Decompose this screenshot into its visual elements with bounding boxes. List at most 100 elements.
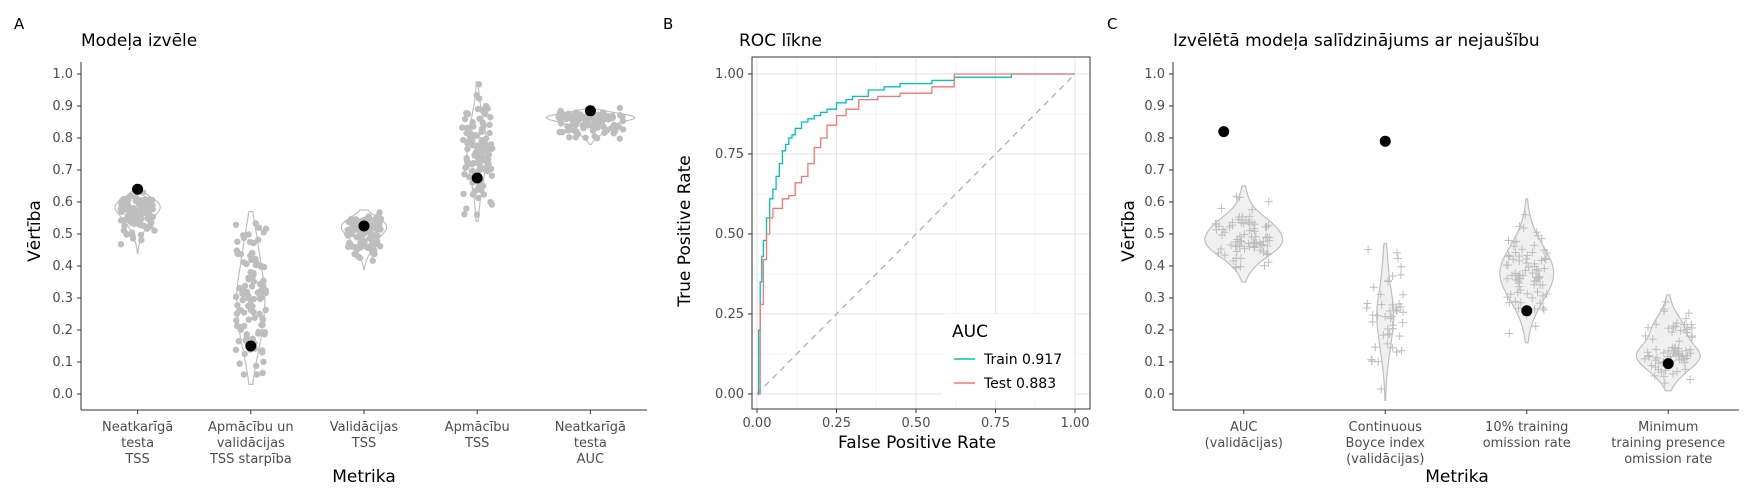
- data-point: [256, 310, 263, 318]
- data-point: [1532, 265, 1541, 274]
- data-point: [1531, 322, 1540, 331]
- y-tick-label: 0.9: [52, 99, 73, 114]
- data-point: [476, 150, 483, 158]
- y-tick-label: 0.4: [1144, 259, 1165, 274]
- y-tick-label: 0.6: [1144, 195, 1165, 210]
- data-point: [252, 261, 260, 269]
- data-point: [1522, 254, 1531, 263]
- data-point: [1515, 252, 1524, 261]
- data-point: [1542, 290, 1551, 299]
- data-point: [259, 349, 266, 356]
- data-point: [485, 146, 492, 153]
- data-point: [1659, 372, 1668, 381]
- data-point: [1235, 193, 1244, 202]
- data-point: [260, 277, 267, 284]
- data-point: [1538, 291, 1547, 300]
- y-tick-label: 0.00: [715, 387, 744, 402]
- data-point: [237, 326, 244, 333]
- data-point: [249, 303, 256, 310]
- data-point: [1250, 243, 1259, 252]
- data-point: [460, 136, 467, 144]
- data-point: [1227, 240, 1236, 249]
- x-tick-label: Apmācību: [445, 420, 510, 435]
- data-point: [373, 232, 380, 240]
- x-tick-label: Validācijas: [330, 420, 399, 435]
- y-tick-label: 0.1: [1144, 355, 1165, 370]
- panel-a-xlabel: Metrika: [332, 467, 395, 487]
- x-tick-label: Continuous: [1349, 420, 1423, 435]
- selected-model-point: [132, 183, 144, 195]
- data-point: [1681, 365, 1690, 374]
- data-point: [256, 329, 264, 336]
- data-point: [349, 220, 356, 227]
- data-point: [129, 235, 137, 242]
- x-tick-label: validācijas: [217, 436, 285, 451]
- data-point: [252, 219, 259, 227]
- data-point: [243, 260, 250, 268]
- data-point: [1239, 219, 1248, 228]
- data-point: [354, 253, 362, 260]
- data-point: [1244, 239, 1253, 248]
- data-point: [1534, 266, 1543, 275]
- data-point: [1538, 303, 1547, 312]
- x-tick-label: AUC: [577, 452, 605, 467]
- data-point: [1399, 290, 1408, 299]
- x-tick-label: Apmācību un: [208, 420, 294, 435]
- data-point: [471, 187, 478, 195]
- data-point: [1511, 297, 1520, 306]
- data-point: [1369, 283, 1378, 292]
- data-point: [1641, 331, 1650, 340]
- data-point: [1541, 255, 1550, 264]
- data-point: [1686, 345, 1695, 354]
- data-point: [461, 210, 468, 218]
- data-point: [236, 284, 243, 292]
- data-point: [1395, 332, 1404, 341]
- data-point: [1389, 324, 1398, 333]
- data-point: [1542, 248, 1551, 257]
- data-point: [1244, 218, 1253, 227]
- data-point: [1248, 205, 1257, 214]
- panel-c-title: Izvēlētā modeļa salīdzinājums ar nejaušī…: [1173, 31, 1540, 51]
- data-point: [138, 222, 146, 229]
- data-point: [1384, 330, 1393, 339]
- data-point: [1367, 355, 1376, 364]
- reference-diagonal: [756, 73, 1076, 395]
- data-point: [473, 211, 481, 218]
- data-point: [1259, 247, 1268, 256]
- data-point: [1258, 241, 1267, 250]
- data-point: [486, 129, 493, 137]
- data-point: [1530, 280, 1539, 289]
- data-point: [1669, 369, 1678, 378]
- data-point: [259, 282, 267, 289]
- data-point: [1648, 335, 1657, 344]
- data-point: [469, 138, 476, 145]
- data-point: [1257, 240, 1266, 249]
- data-point: [475, 81, 483, 88]
- panel-b-ylabel: True Positive Rate: [675, 155, 695, 307]
- data-point: [128, 229, 136, 236]
- y-tick-label: 0.1: [52, 355, 73, 370]
- data-point: [1652, 320, 1661, 329]
- x-tick-label: omission rate: [1624, 452, 1712, 467]
- data-point: [1393, 254, 1402, 263]
- y-tick-label: 0.8: [1144, 131, 1165, 146]
- data-point: [460, 190, 467, 198]
- data-point: [1530, 304, 1539, 313]
- x-tick-label: 0.50: [902, 416, 931, 431]
- x-tick-label: (validācijas): [1205, 436, 1283, 451]
- data-point: [1392, 348, 1401, 357]
- roc-curve-test: [757, 73, 1075, 395]
- data-point: [592, 117, 599, 124]
- data-point: [235, 338, 243, 345]
- y-tick-label: 0.4: [52, 259, 73, 274]
- panel-a-ylabel: Vērtība: [25, 200, 45, 262]
- data-point: [1397, 262, 1406, 271]
- data-point: [373, 226, 381, 233]
- data-point: [371, 250, 378, 258]
- panel-c-ylabel: Vērtība: [1119, 200, 1139, 262]
- data-point: [463, 205, 470, 212]
- y-tick-label: 0.3: [1144, 291, 1165, 306]
- data-point: [245, 231, 252, 238]
- data-point: [1263, 249, 1272, 258]
- data-point: [482, 135, 490, 142]
